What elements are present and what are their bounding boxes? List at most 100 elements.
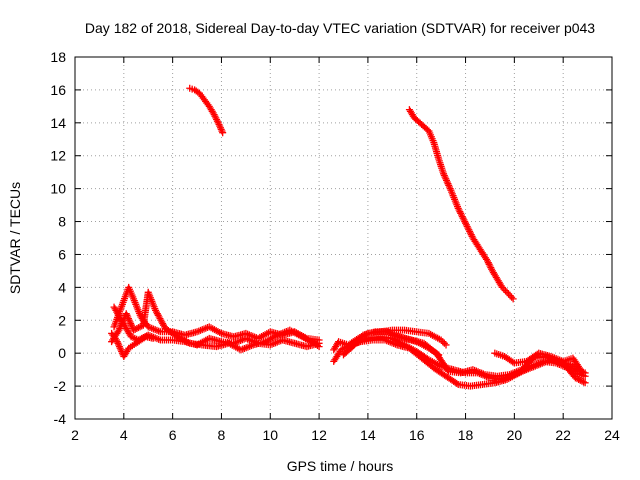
data-point-fill (443, 178, 451, 186)
data-point-fill (125, 316, 133, 324)
data-point-fill (456, 208, 464, 216)
data-point (498, 283, 506, 291)
y-axis-label: SDTVAR / TECUs (7, 182, 23, 294)
data-point (122, 310, 130, 318)
data-point-fill (126, 318, 134, 326)
data-point (440, 170, 448, 178)
data-point-fill (463, 222, 471, 230)
data-point-fill (578, 377, 586, 385)
data-point-fill (486, 262, 494, 270)
y-tick-label: 14 (50, 115, 66, 131)
y-tick-label: 4 (58, 279, 66, 295)
data-point-fill (457, 209, 465, 217)
data-point-fill (214, 119, 222, 127)
data-point-fill (466, 229, 474, 237)
y-tick-label: 6 (58, 246, 66, 262)
data-point-fill (465, 226, 473, 234)
data-point (149, 334, 157, 342)
y-tick-label: 8 (58, 214, 66, 230)
x-tick-label: 2 (71, 427, 79, 443)
data-point (435, 351, 443, 359)
data-point (130, 326, 138, 334)
data-point (484, 257, 492, 265)
data-point-fill (575, 376, 583, 384)
data-point-fill (578, 367, 586, 375)
x-tick-label: 24 (604, 427, 620, 443)
data-point-fill (453, 379, 461, 387)
y-tick-label: 18 (50, 49, 66, 65)
data-point (581, 379, 589, 387)
data-point-fill (580, 378, 588, 386)
data-point-fill (213, 117, 221, 125)
data-point (210, 111, 218, 119)
plot-frame (74, 56, 613, 420)
data-point-fill (446, 185, 454, 193)
y-tick-label: 2 (58, 312, 66, 328)
data-point (454, 204, 462, 212)
data-point (462, 219, 470, 227)
data-point-fill (457, 211, 465, 219)
data-point-fill (133, 325, 141, 332)
data-point (115, 326, 123, 334)
data-point-fill (440, 339, 448, 347)
data-point-fill (576, 376, 584, 384)
x-tick-label: 14 (360, 427, 376, 443)
data-point-fill (445, 183, 453, 191)
data-point-fill (134, 324, 142, 332)
data-point-fill (440, 171, 448, 179)
data-point-fill (127, 320, 135, 328)
data-point-fill (466, 227, 474, 235)
data-point (215, 120, 223, 128)
data-point-fill (505, 290, 513, 298)
chart-title: Day 182 of 2018, Sidereal Day-to-day VTE… (85, 20, 595, 36)
data-point-fill (467, 231, 475, 239)
y-tick-label: -4 (54, 411, 67, 427)
data-point (337, 346, 345, 354)
data-point (315, 339, 323, 347)
data-point-fill (501, 287, 509, 295)
x-tick-label: 18 (458, 427, 474, 443)
data-point-fill (500, 285, 508, 293)
data-point-fill (462, 221, 470, 229)
data-point-fill (211, 112, 219, 120)
data-point-fill (123, 311, 131, 319)
grid-layer (75, 57, 612, 419)
data-point-fill (506, 292, 514, 300)
data-point-fill (444, 180, 452, 188)
x-tick-label: 12 (311, 427, 327, 443)
data-point (503, 288, 511, 296)
data-point-fill (458, 213, 466, 221)
data-point-fill (459, 214, 467, 222)
tick-layer (74, 56, 613, 420)
data-point-fill (508, 293, 516, 301)
data-point (442, 341, 450, 349)
x-tick-label: 8 (218, 427, 226, 443)
data-point-fill (124, 315, 132, 323)
data-point (219, 129, 227, 137)
data-point-fill (114, 339, 122, 347)
data-point-fill (116, 325, 124, 332)
data-point-fill (117, 346, 125, 354)
data-point (437, 336, 445, 344)
data-point-fill (216, 124, 224, 132)
data-point-fill (213, 116, 221, 124)
x-axis-label: GPS time / hours (287, 458, 394, 474)
data-point-fill (217, 125, 225, 133)
data-point-fill (115, 343, 123, 351)
data-point (509, 295, 517, 303)
data-point (579, 369, 587, 377)
data-point-fill (573, 375, 581, 383)
data-point-fill (485, 260, 493, 268)
x-tick-label: 22 (555, 427, 571, 443)
data-point-fill (461, 218, 469, 226)
data-point (571, 374, 579, 382)
data-point-fill (127, 321, 135, 329)
data-point-fill (124, 313, 132, 321)
y-tick-label: 12 (50, 148, 66, 164)
x-tick-label: 10 (262, 427, 278, 443)
data-point-fill (212, 114, 220, 122)
x-tick-label: 20 (507, 427, 523, 443)
data-point-fill (443, 176, 451, 184)
data-point-fill (216, 122, 224, 130)
